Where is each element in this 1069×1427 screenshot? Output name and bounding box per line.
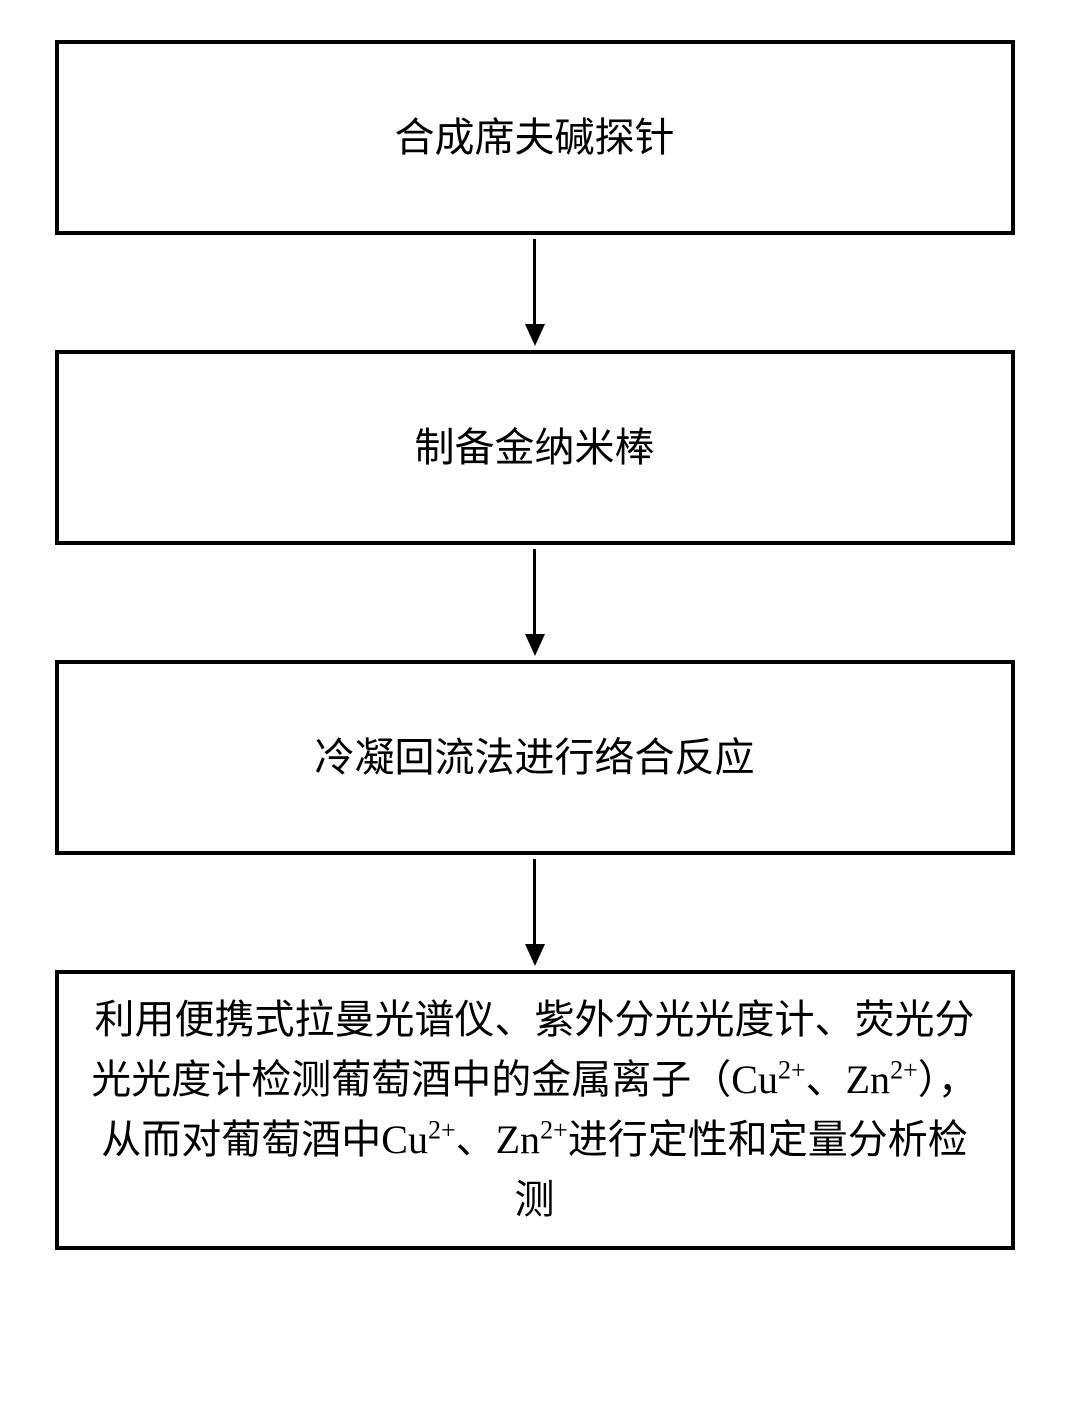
arrow-line-icon <box>533 239 536 324</box>
arrow-1 <box>525 235 545 350</box>
node-2-text: 制备金纳米棒 <box>415 418 655 478</box>
flowchart-node-1: 合成席夫碱探针 <box>55 40 1015 235</box>
flowchart-node-3: 冷凝回流法进行络合反应 <box>55 660 1015 855</box>
arrow-head-icon <box>525 944 545 966</box>
flowchart-container: 合成席夫碱探针 制备金纳米棒 冷凝回流法进行络合反应 利用便携式拉曼光谱仪、紫外… <box>50 40 1019 1250</box>
arrow-line-icon <box>533 549 536 634</box>
flowchart-node-4: 利用便携式拉曼光谱仪、紫外分光光度计、荧光分光光度计检测葡萄酒中的金属离子（Cu… <box>55 970 1015 1250</box>
arrow-3 <box>525 855 545 970</box>
arrow-head-icon <box>525 324 545 346</box>
arrow-2 <box>525 545 545 660</box>
node-4-text: 利用便携式拉曼光谱仪、紫外分光光度计、荧光分光光度计检测葡萄酒中的金属离子（Cu… <box>89 990 981 1230</box>
arrow-head-icon <box>525 634 545 656</box>
flowchart-node-2: 制备金纳米棒 <box>55 350 1015 545</box>
node-3-text: 冷凝回流法进行络合反应 <box>315 728 755 788</box>
node-1-text: 合成席夫碱探针 <box>395 108 675 168</box>
arrow-line-icon <box>533 859 536 944</box>
